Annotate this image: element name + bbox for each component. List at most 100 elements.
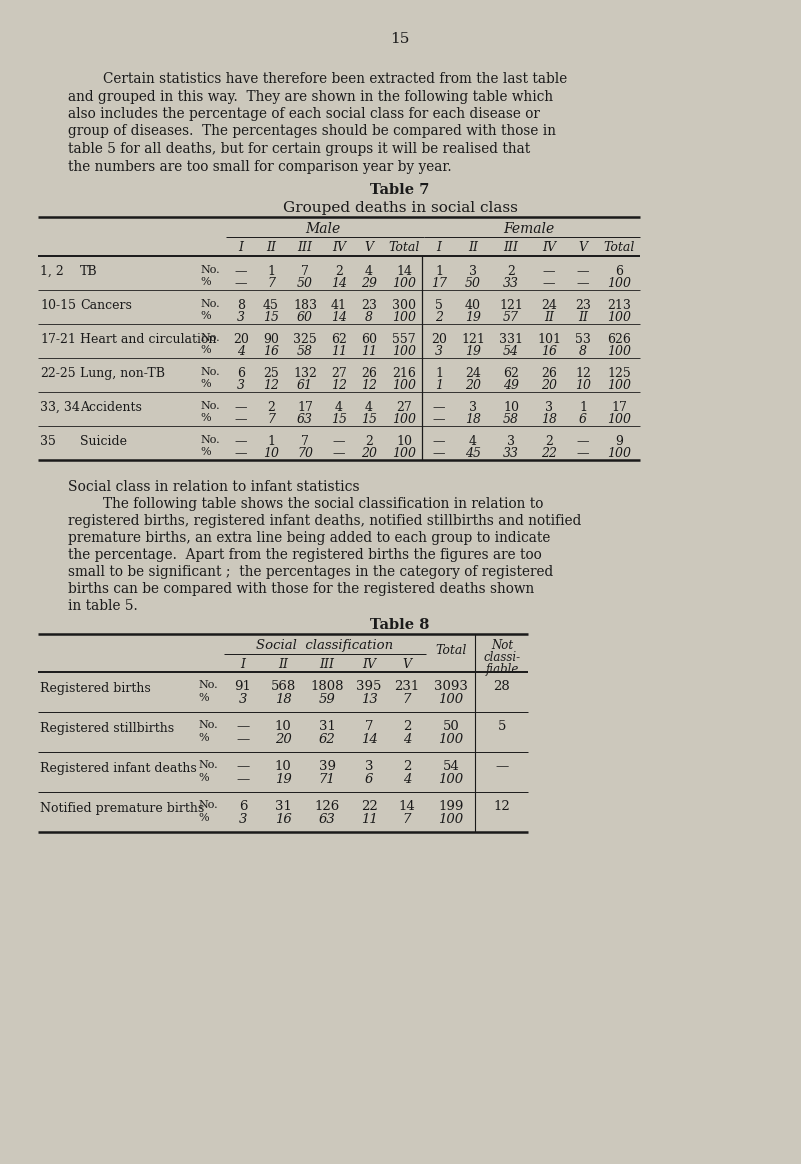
Text: fiable: fiable [485, 663, 519, 676]
Text: 100: 100 [607, 277, 631, 290]
Text: 2: 2 [507, 265, 515, 278]
Text: —: — [543, 265, 555, 278]
Text: classi-: classi- [484, 651, 521, 663]
Text: 12: 12 [263, 379, 279, 392]
Text: 57: 57 [503, 311, 519, 324]
Text: 26: 26 [541, 367, 557, 379]
Text: 10: 10 [275, 721, 292, 733]
Text: 3093: 3093 [434, 680, 468, 693]
Text: —: — [543, 277, 555, 290]
Text: 31: 31 [275, 800, 292, 812]
Text: 2: 2 [335, 265, 343, 278]
Text: —: — [235, 413, 248, 426]
Text: 100: 100 [392, 447, 416, 460]
Text: %: % [200, 277, 211, 288]
Text: 13: 13 [360, 693, 377, 707]
Text: 10-15: 10-15 [40, 299, 76, 312]
Text: 33: 33 [503, 277, 519, 290]
Text: 20: 20 [465, 379, 481, 392]
Text: —: — [235, 447, 248, 460]
Text: The following table shows the social classification in relation to: The following table shows the social cla… [68, 497, 543, 511]
Text: table 5 for all deaths, but for certain groups it will be realised that: table 5 for all deaths, but for certain … [68, 142, 530, 156]
Text: Total: Total [435, 644, 467, 656]
Text: II: II [468, 241, 478, 254]
Text: 12: 12 [493, 800, 510, 812]
Text: 10: 10 [396, 435, 412, 448]
Text: 41: 41 [331, 299, 347, 312]
Text: 626: 626 [607, 333, 631, 346]
Text: 14: 14 [331, 311, 347, 324]
Text: —: — [236, 760, 250, 773]
Text: registered births, registered infant deaths, notified stillbirths and notified: registered births, registered infant dea… [68, 514, 582, 528]
Text: 100: 100 [607, 345, 631, 359]
Text: 121: 121 [461, 333, 485, 346]
Text: 5: 5 [435, 299, 443, 312]
Text: 14: 14 [331, 277, 347, 290]
Text: 33, 34: 33, 34 [40, 402, 80, 414]
Text: 27: 27 [396, 402, 412, 414]
Text: 183: 183 [293, 299, 317, 312]
Text: 50: 50 [465, 277, 481, 290]
Text: —: — [236, 733, 250, 746]
Text: 28: 28 [493, 680, 510, 693]
Text: 1: 1 [435, 367, 443, 379]
Text: 45: 45 [263, 299, 279, 312]
Text: the numbers are too small for comparison year by year.: the numbers are too small for comparison… [68, 159, 452, 173]
Text: Accidents: Accidents [80, 402, 142, 414]
Text: Grouped deaths in social class: Grouped deaths in social class [283, 201, 517, 215]
Text: 50: 50 [297, 277, 313, 290]
Text: %: % [200, 413, 211, 423]
Text: 100: 100 [607, 379, 631, 392]
Text: %: % [200, 345, 211, 355]
Text: 2: 2 [545, 435, 553, 448]
Text: —: — [236, 721, 250, 733]
Text: No.: No. [198, 800, 218, 810]
Text: 4: 4 [403, 773, 411, 786]
Text: 71: 71 [319, 773, 336, 786]
Text: 16: 16 [275, 812, 292, 826]
Text: 4: 4 [365, 265, 373, 278]
Text: 8: 8 [237, 299, 245, 312]
Text: II: II [278, 658, 288, 670]
Text: —: — [433, 435, 445, 448]
Text: 3: 3 [545, 402, 553, 414]
Text: 8: 8 [579, 345, 587, 359]
Text: %: % [198, 773, 208, 783]
Text: 1: 1 [435, 265, 443, 278]
Text: 59: 59 [319, 693, 336, 707]
Text: 25: 25 [263, 367, 279, 379]
Text: Certain statistics have therefore been extracted from the last table: Certain statistics have therefore been e… [68, 72, 567, 86]
Text: 3: 3 [364, 760, 373, 773]
Text: IV: IV [362, 658, 376, 670]
Text: 101: 101 [537, 333, 561, 346]
Text: 3: 3 [435, 345, 443, 359]
Text: 7: 7 [267, 413, 275, 426]
Text: No.: No. [198, 721, 218, 730]
Text: III: III [504, 241, 518, 254]
Text: 213: 213 [607, 299, 631, 312]
Text: —: — [577, 277, 590, 290]
Text: —: — [235, 277, 248, 290]
Text: —: — [235, 402, 248, 414]
Text: 40: 40 [465, 299, 481, 312]
Text: 23: 23 [361, 299, 377, 312]
Text: 568: 568 [271, 680, 296, 693]
Text: 331: 331 [499, 333, 523, 346]
Text: 14: 14 [399, 800, 416, 812]
Text: 20: 20 [431, 333, 447, 346]
Text: 15: 15 [390, 31, 409, 47]
Text: 395: 395 [356, 680, 382, 693]
Text: 14: 14 [360, 733, 377, 746]
Text: 12: 12 [361, 379, 377, 392]
Text: 62: 62 [503, 367, 519, 379]
Text: 35: 35 [40, 435, 56, 448]
Text: 100: 100 [392, 345, 416, 359]
Text: 20: 20 [233, 333, 249, 346]
Text: Table 8: Table 8 [370, 618, 429, 632]
Text: 19: 19 [465, 345, 481, 359]
Text: 39: 39 [319, 760, 336, 773]
Text: 50: 50 [443, 721, 460, 733]
Text: 199: 199 [438, 800, 464, 812]
Text: Heart and circulation: Heart and circulation [80, 333, 216, 346]
Text: —: — [332, 435, 345, 448]
